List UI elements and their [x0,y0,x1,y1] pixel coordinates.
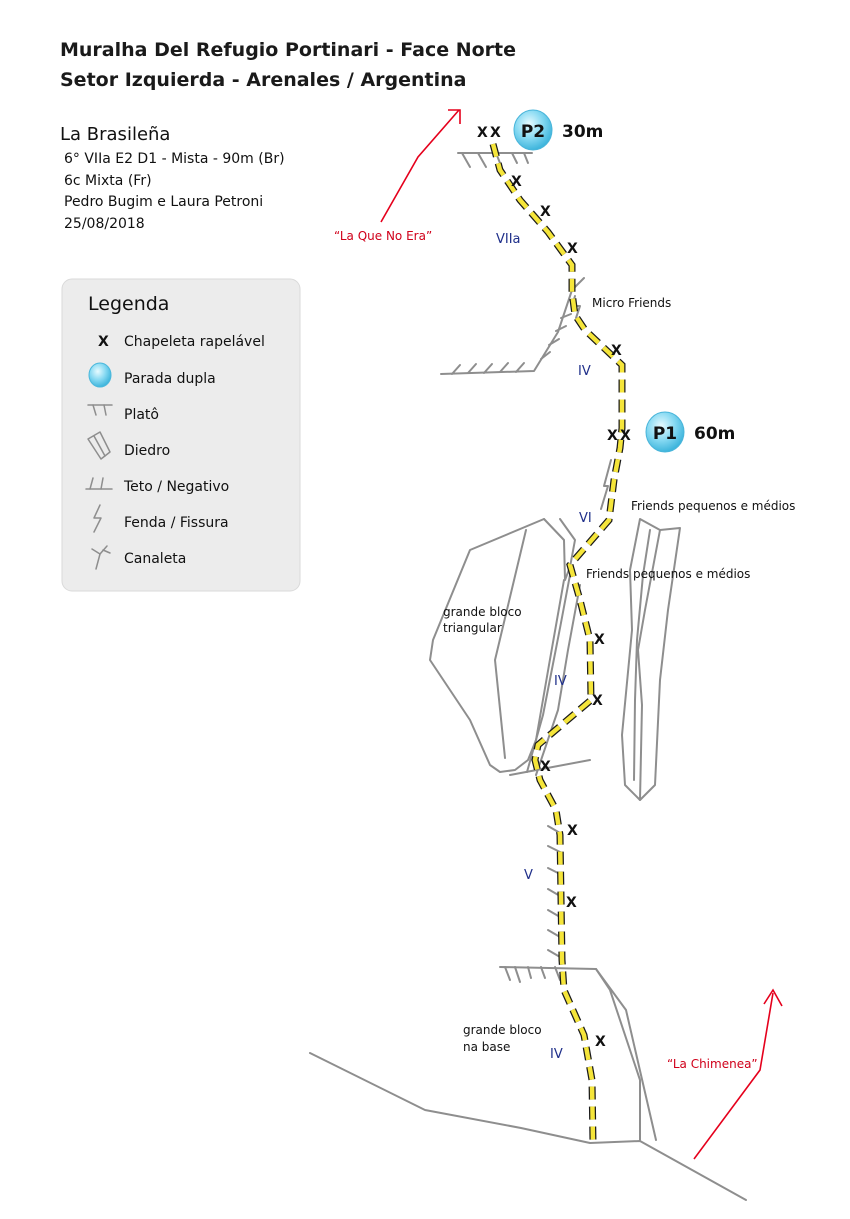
route-authors: Pedro Bugim e Laura Petroni [64,194,263,210]
legend-label-anchor: Parada dupla [124,371,216,387]
bolt-mark: X [611,343,622,359]
arrowhead-icon [763,988,783,1007]
bolt-mark: X [595,1034,606,1050]
bolt-mark: X [490,125,501,141]
legend-label-bolt: Chapeleta rapelável [124,334,265,350]
grade-label: VIIa [496,232,521,247]
feature-note: grande bloco [463,1023,542,1037]
neighbor-route-label: “La Que No Era” [334,229,432,243]
gear-note: Friends pequenos e médios [631,499,795,513]
grade-label: V [524,868,533,883]
bolts: X X X X X X X X X X X X X X [477,125,631,1050]
station-length: 30m [562,122,603,142]
grade-label: VI [579,511,592,526]
arrow-icon [380,109,460,223]
bolt-mark: X [511,174,522,190]
grade-label: IV [554,674,567,689]
station-p1: P1 60m [645,411,735,453]
grade-label: IV [550,1047,563,1062]
neighbor-left: “La Que No Era” [334,109,461,243]
arrowhead-icon [448,109,461,124]
legend-dihedral-icon [87,431,111,460]
crack-below-p1 [600,459,612,510]
bolt-mark: X [540,759,551,775]
legend-roof-icon [85,477,113,490]
triangular-block [429,518,591,776]
feature-note: na base [463,1040,510,1054]
legend-label-dihedral: Diedro [124,443,170,459]
feature-note: grande bloco [443,605,522,619]
bolt-mark: X [567,823,578,839]
legend-label-ledge: Platô [124,407,159,423]
station-id: P2 [521,122,545,142]
overhang-upper [440,277,585,375]
anchor-icon [513,109,553,151]
route-grade-fr: 6c Mixta (Fr) [64,173,152,189]
legend-bolt-icon: X [98,334,109,350]
legend-crack-icon [93,504,102,533]
route-line [489,143,626,1144]
legend: Legenda X Chapeleta rapelável Parada dup… [61,278,301,592]
route-dashes [490,143,625,1144]
bolt-mark: X [566,895,577,911]
station-p2: P2 30m [513,109,603,151]
station-id: P1 [653,424,677,444]
legend-label-roof: Teto / Negativo [123,479,229,495]
legend-ledge-icon [87,404,113,416]
bolt-mark: X [540,204,551,220]
route-date: 25/08/2018 [64,216,145,232]
gear-note: Micro Friends [592,296,671,310]
ground-line [309,1052,747,1201]
feature-note: triangular [443,621,502,635]
legend-title: Legenda [88,293,169,315]
bolt-mark: X [607,428,618,444]
bolt-mark: X [592,693,603,709]
route-name: La Brasileña [60,124,170,145]
bolt-mark: X [620,428,631,444]
neighbor-right: “La Chimenea” [667,988,783,1160]
wall-title: Muralha Del Refugio Portinari - Face Nor… [60,39,516,61]
legend-label-crack: Fenda / Fissura [124,515,229,531]
grade-label: IV [578,364,591,379]
base-ledge [499,966,657,1141]
bolt-mark: X [567,241,578,257]
legend-box [61,278,301,592]
gear-note: Friends pequenos e médios [586,567,750,581]
legend-label-gully: Canaleta [124,551,186,567]
sector-title: Setor Izquierda - Arenales / Argentina [60,69,466,91]
bolt-mark: X [594,632,605,648]
bolt-mark: X [477,125,488,141]
legend-gully-icon [91,545,111,570]
rock-features [309,152,747,1201]
station-length: 60m [694,424,735,444]
route-grade-br: 6° VIIa E2 D1 - Mista - 90m (Br) [64,151,285,167]
arrow-icon [693,992,774,1160]
neighbor-route-label: “La Chimenea” [667,1057,758,1071]
anchor-icon [645,411,685,453]
right-dihedral [621,518,681,801]
legend-anchor-icon [88,362,112,388]
